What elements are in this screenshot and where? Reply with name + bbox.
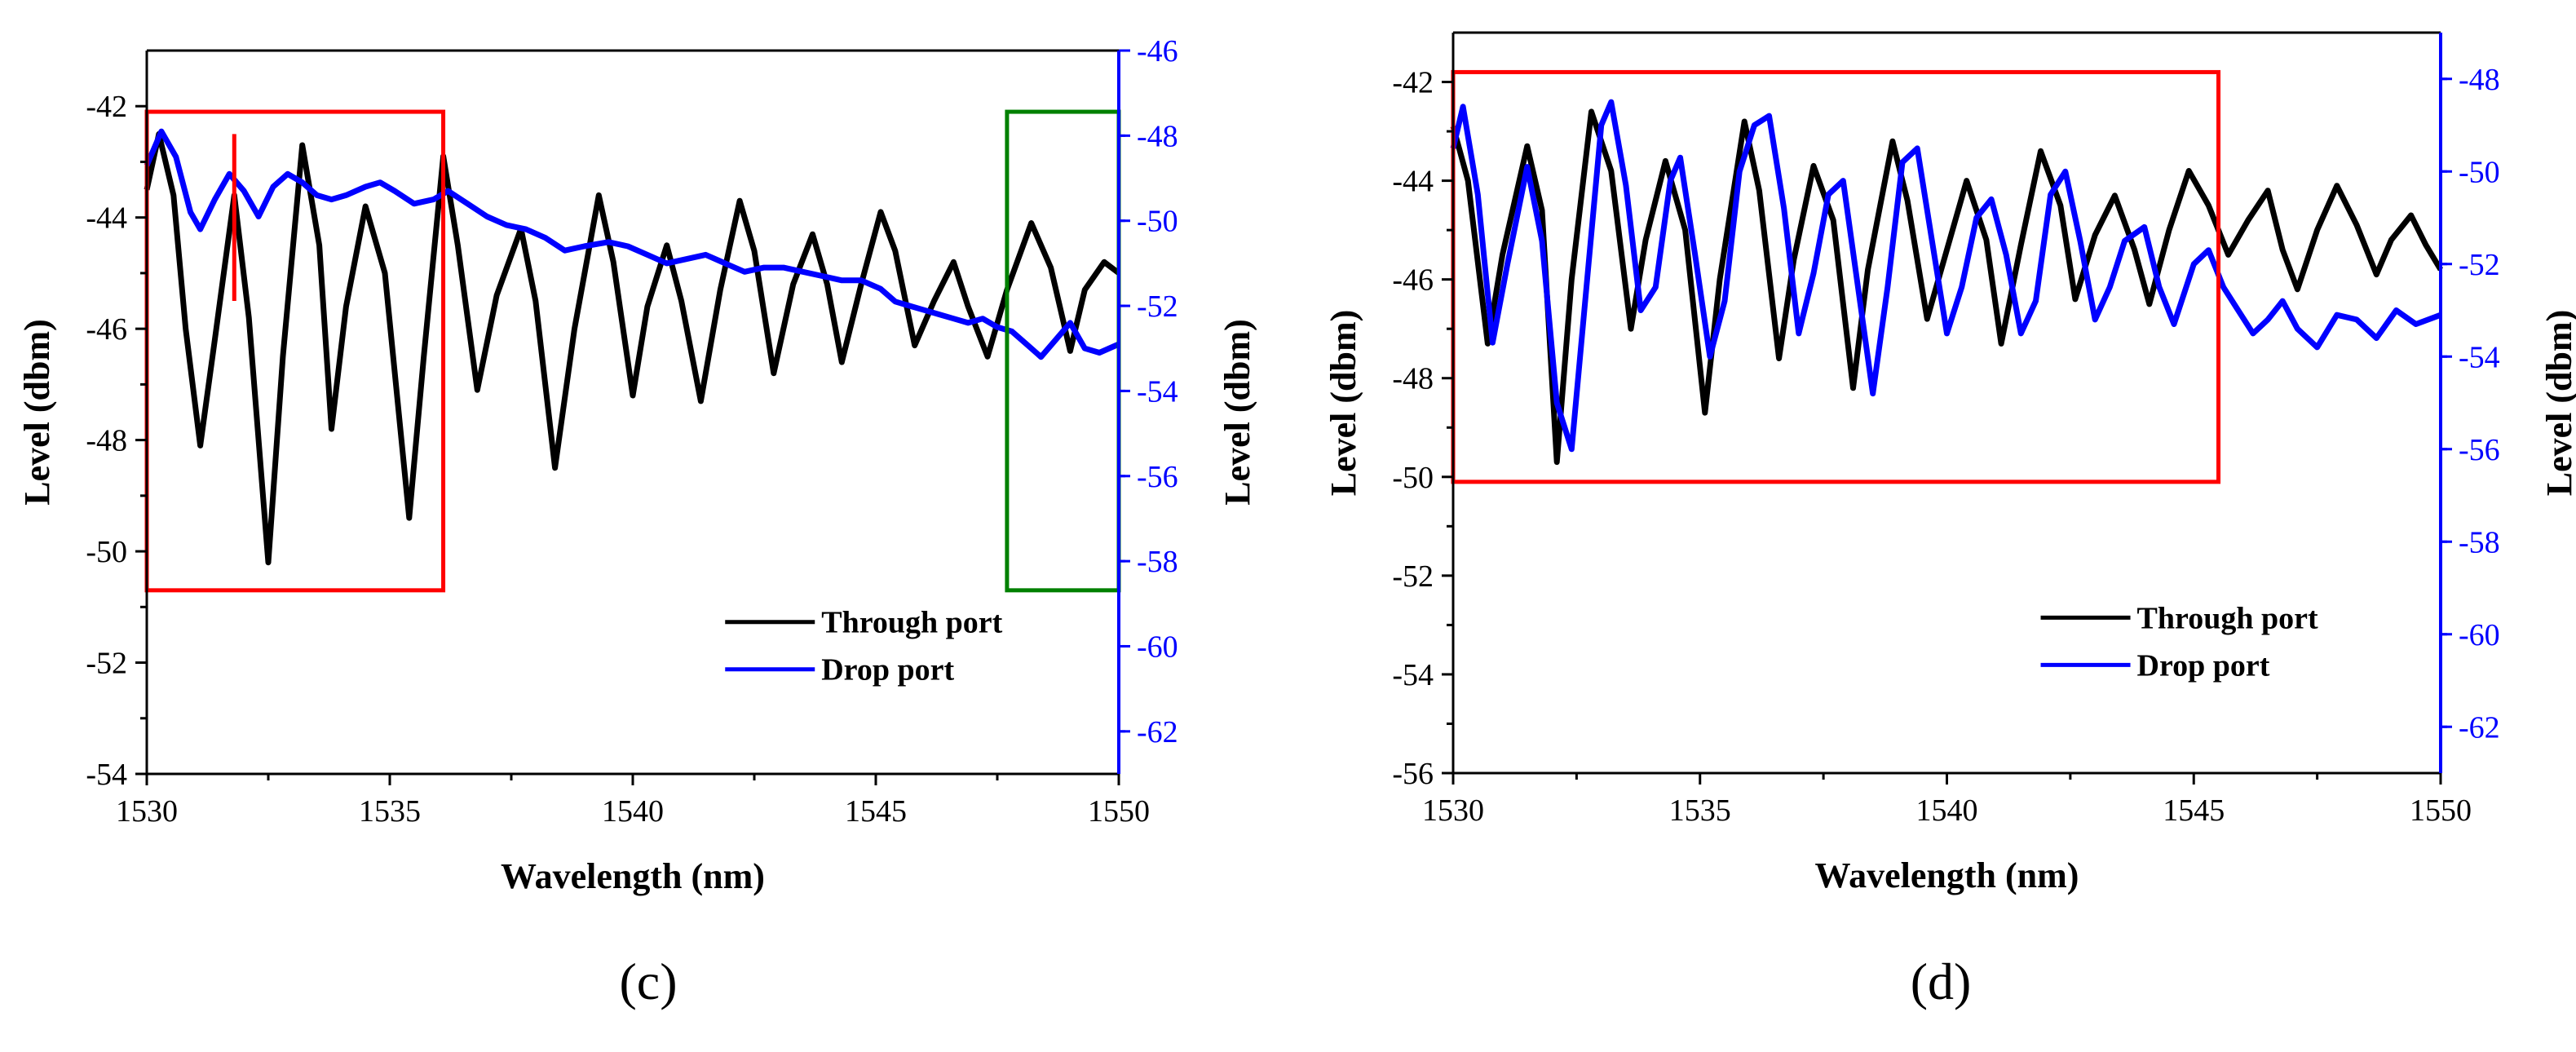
right-y-tick-label: -62 [2459,710,2500,745]
left-y-tick-label: -54 [86,758,127,792]
drop-port-series-line [1450,99,2442,453]
right-y-tick-label: -54 [2459,340,2500,374]
left-y-tick-label: -48 [1392,362,1434,396]
x-tick-label: 1535 [359,794,421,829]
left-y-tick-label: -46 [1392,263,1434,298]
right-y-tick-label: -60 [2459,618,2500,652]
right-y-tick-label: -48 [2459,63,2500,97]
left-y-tick-label: -50 [86,535,127,569]
right-y-axis-title: Level (dbm) [1217,319,1257,506]
right-y-tick-label: -52 [2459,248,2500,282]
right-y-tick-label: -46 [1137,34,1178,69]
left-y-tick-label: -50 [1392,461,1434,495]
left-y-tick-label: -48 [86,424,127,458]
right-y-tick-label: -48 [1137,119,1178,153]
through-port-series-line [144,130,1121,566]
left-y-tick-label: -52 [1392,559,1434,594]
right-y-tick-label: -50 [2459,155,2500,189]
highlight-box-red-0 [1451,69,2221,484]
left-y-tick-label: -42 [86,90,127,124]
right-y-tick-label: -56 [2459,433,2500,467]
chart-panel-d: (d) 1530 1535 1540 1545 1550 -56 -54 -52 -50 -48 -… [1323,31,2576,1010]
right-y-tick-label: -58 [1137,545,1178,579]
panel-label-c: (c) [619,953,677,1010]
right-y-tick-label: -50 [1137,205,1178,239]
x-tick-label: 1540 [602,794,664,829]
x-tick-label: 1530 [116,794,178,829]
x-axis-title: Wavelength (nm) [1815,855,2079,895]
right-y-tick-label: -54 [1137,374,1178,409]
x-tick-label: 1535 [1669,793,1731,828]
legend-label-through-port: Through port [2137,601,2318,635]
left-y-axis-title: Level (dbm) [1323,310,1363,497]
legend-label-drop-port: Drop port [2137,648,2270,683]
right-y-tick-label: -60 [1137,630,1178,664]
left-y-tick-label: -46 [86,312,127,347]
through-port-series-line [1450,108,2444,466]
x-tick-label: 1545 [2163,793,2225,828]
left-y-tick-label: -44 [86,201,127,236]
panel-label-d: (d) [1911,953,1972,1010]
legend-label-through-port: Through port [821,606,1002,640]
right-y-tick-label: -52 [1137,290,1178,324]
left-y-tick-label: -52 [86,647,127,681]
drop-port-series-line [144,128,1120,360]
right-y-tick-label: -62 [1137,715,1178,749]
left-y-tick-label: -54 [1392,658,1434,692]
left-y-tick-label: -56 [1392,757,1434,791]
chart-panel-c: (c) 1530 1535 1540 1545 1550 -54 -52 -50 -48 -46 -… [17,34,1257,1010]
x-tick-label: 1540 [1916,793,1978,828]
x-tick-label: 1545 [845,794,907,829]
left-y-axis-title: Level (dbm) [17,319,57,506]
x-tick-label: 1550 [1088,794,1150,829]
x-tick-label: 1550 [2410,793,2472,828]
right-y-tick-label: -58 [2459,525,2500,559]
legend-label-drop-port: Drop port [821,653,954,687]
right-y-axis-title: Level (dbm) [2539,310,2576,497]
right-y-tick-label: -56 [1137,460,1178,494]
left-y-tick-label: -44 [1392,165,1434,199]
x-axis-title: Wavelength (nm) [501,856,765,896]
x-tick-label: 1530 [1422,793,1484,828]
left-y-tick-label: -42 [1392,66,1434,100]
